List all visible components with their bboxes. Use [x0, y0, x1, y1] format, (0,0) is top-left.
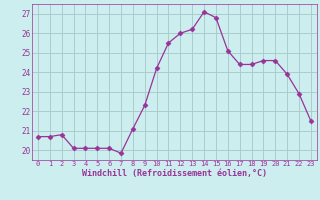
X-axis label: Windchill (Refroidissement éolien,°C): Windchill (Refroidissement éolien,°C)	[82, 169, 267, 178]
